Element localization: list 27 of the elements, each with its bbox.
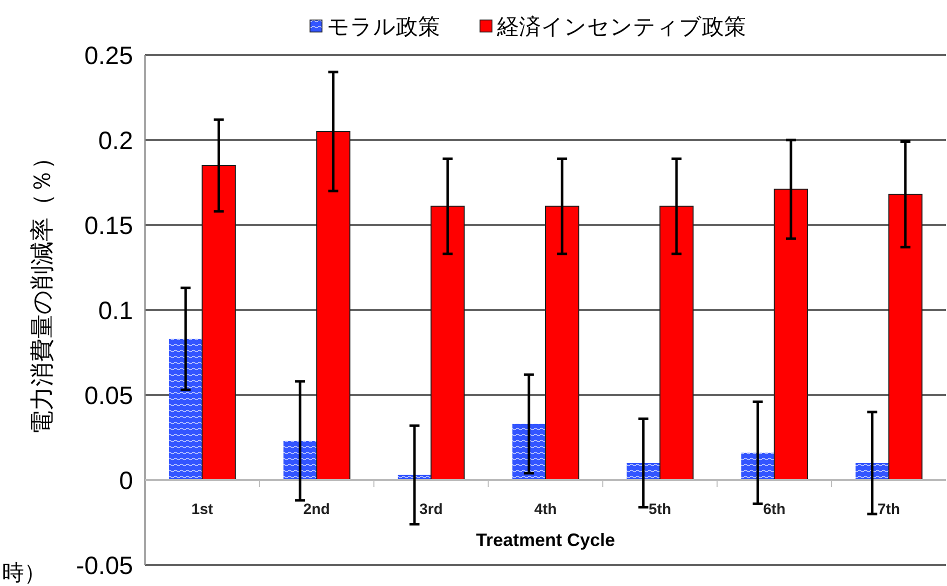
bar bbox=[202, 165, 236, 480]
text: 時） bbox=[2, 560, 46, 585]
bar bbox=[888, 194, 922, 480]
bar bbox=[169, 338, 202, 480]
x-tick-label: 4th bbox=[534, 501, 557, 518]
y-tick-label: 0.15 bbox=[84, 212, 133, 240]
x-tick-label: 2nd bbox=[303, 501, 330, 518]
bar bbox=[774, 188, 808, 480]
x-tick-label: 7th bbox=[878, 501, 900, 518]
bar bbox=[430, 206, 465, 480]
x-tick-label: 5th bbox=[648, 501, 672, 518]
x-tick-label: 1st bbox=[191, 501, 214, 518]
y-tick-label: 0.1 bbox=[98, 297, 133, 325]
x-axis-title: Treatment Cycle bbox=[476, 530, 616, 550]
legend-label: モラル政策 bbox=[327, 14, 440, 39]
x-tick-label: 6th bbox=[763, 501, 786, 518]
bar bbox=[659, 206, 694, 480]
y-tick-label: 0.2 bbox=[98, 127, 133, 155]
y-axis-title: 電力消費量の削減率（％） bbox=[29, 146, 56, 434]
bar bbox=[545, 206, 580, 480]
x-tick-label: 3rd bbox=[419, 501, 443, 518]
y-tick-label: 0.25 bbox=[84, 42, 133, 70]
legend-label: 経済インセンティブ政策 bbox=[496, 14, 746, 39]
y-tick-label: -0.05 bbox=[76, 552, 133, 580]
y-tick-label: 0 bbox=[119, 467, 133, 495]
y-tick-label: 0.05 bbox=[84, 382, 133, 410]
bar bbox=[316, 131, 350, 480]
